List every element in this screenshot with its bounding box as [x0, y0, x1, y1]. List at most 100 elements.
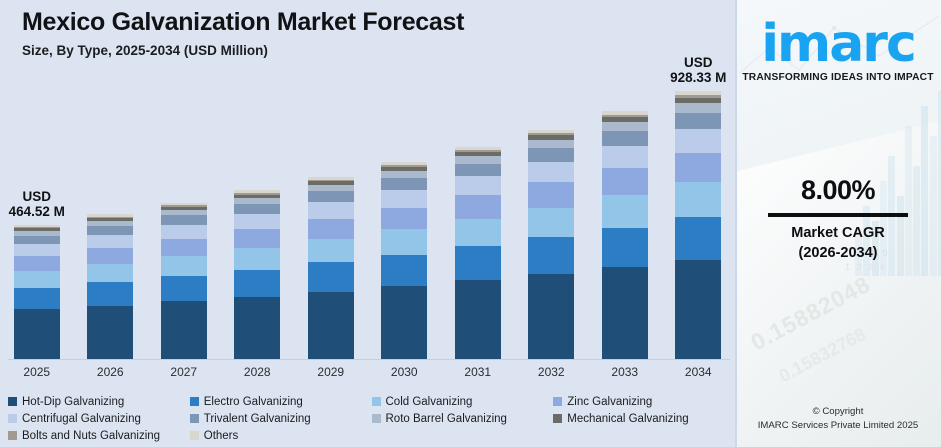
bar-segment[interactable] [160, 238, 207, 256]
bar-segment[interactable] [13, 309, 60, 359]
bar-segment[interactable] [454, 218, 501, 247]
bar-segment[interactable] [160, 205, 207, 207]
legend-item[interactable]: Hot-Dip Galvanizing [8, 393, 190, 410]
bar-segment[interactable] [13, 231, 60, 236]
bar-segment[interactable] [381, 167, 428, 172]
bar-segment[interactable] [160, 209, 207, 216]
bar-segment[interactable] [528, 132, 575, 136]
bar-segment[interactable] [381, 171, 428, 179]
stacked-bar[interactable] [234, 190, 281, 359]
bar-segment[interactable] [160, 224, 207, 239]
bar-segment[interactable] [160, 276, 207, 302]
bar-segment[interactable] [675, 91, 722, 96]
bar-segment[interactable] [454, 280, 501, 359]
bar-segment[interactable] [675, 103, 722, 113]
bar-segment[interactable] [601, 122, 648, 131]
bar-segment[interactable] [528, 182, 575, 208]
bar-segment[interactable] [601, 111, 648, 115]
stacked-bar[interactable] [454, 146, 501, 359]
bar-segment[interactable] [381, 229, 428, 255]
bar-segment[interactable] [675, 259, 722, 359]
bar-segment[interactable] [307, 176, 354, 180]
bar-segment[interactable] [675, 217, 722, 260]
bar-segment[interactable] [528, 139, 575, 148]
bar-segment[interactable] [528, 135, 575, 140]
bar-segment[interactable] [528, 237, 575, 275]
bar-segment[interactable] [87, 216, 134, 219]
bar-segment[interactable] [234, 190, 281, 193]
bar-group-2027[interactable] [147, 60, 221, 359]
bar-segment[interactable] [675, 112, 722, 129]
bar-segment[interactable] [675, 152, 722, 183]
bar-segment[interactable] [454, 149, 501, 152]
bar-segment[interactable] [601, 114, 648, 118]
bar-segment[interactable] [160, 301, 207, 359]
stacked-bar[interactable] [528, 129, 575, 359]
bar-segment[interactable] [381, 165, 428, 168]
bar-segment[interactable] [234, 247, 281, 270]
bar-segment[interactable] [675, 128, 722, 153]
bar-segment[interactable] [234, 203, 281, 214]
legend-item[interactable]: Bolts and Nuts Galvanizing [8, 427, 190, 444]
bar-segment[interactable] [454, 146, 501, 150]
bar-segment[interactable] [675, 182, 722, 218]
bar-segment[interactable] [234, 213, 281, 230]
bar-group-2029[interactable] [294, 60, 368, 359]
bar-segment[interactable] [601, 195, 648, 228]
bar-group-2031[interactable] [441, 60, 515, 359]
bar-segment[interactable] [307, 202, 354, 219]
legend-item[interactable]: Roto Barrel Galvanizing [371, 410, 554, 427]
stacked-bar[interactable] [307, 176, 354, 359]
stacked-bar[interactable] [675, 91, 722, 359]
bar-segment[interactable] [13, 243, 60, 256]
bar-segment[interactable] [601, 145, 648, 169]
bar-segment[interactable] [234, 194, 281, 198]
bar-segment[interactable] [381, 286, 428, 359]
bar-segment[interactable] [307, 181, 354, 186]
bar-segment[interactable] [87, 263, 134, 283]
bar-segment[interactable] [381, 162, 428, 166]
bar-segment[interactable] [307, 191, 354, 203]
bar-segment[interactable] [528, 161, 575, 183]
legend-item[interactable]: Others [189, 427, 372, 444]
stacked-bar[interactable] [601, 111, 648, 359]
bar-segment[interactable] [454, 151, 501, 157]
bar-segment[interactable] [87, 214, 134, 217]
bar-segment[interactable] [307, 262, 354, 292]
bar-segment[interactable] [87, 225, 134, 235]
bar-segment[interactable] [13, 270, 60, 289]
legend-item[interactable]: Electro Galvanizing [189, 393, 372, 410]
legend-item[interactable]: Cold Galvanizing [371, 393, 554, 410]
bar-segment[interactable] [13, 226, 60, 229]
bar-segment[interactable] [87, 218, 134, 221]
bar-segment[interactable] [454, 195, 501, 219]
bar-segment[interactable] [528, 147, 575, 162]
bar-group-2032[interactable] [515, 60, 589, 359]
bar-segment[interactable] [160, 215, 207, 225]
bar-segment[interactable] [307, 218, 354, 239]
bar-segment[interactable] [160, 206, 207, 210]
stacked-bar[interactable] [160, 202, 207, 359]
stacked-bar[interactable] [13, 225, 60, 359]
bar-segment[interactable] [13, 225, 60, 227]
bar-segment[interactable] [234, 197, 281, 204]
bar-segment[interactable] [87, 305, 134, 359]
bar-group-2028[interactable] [221, 60, 295, 359]
bar-segment[interactable] [307, 179, 354, 182]
bar-segment[interactable] [234, 192, 281, 195]
bar-segment[interactable] [13, 228, 60, 232]
bar-group-2034[interactable]: USD 928.33 M [662, 55, 736, 359]
stacked-bar[interactable] [87, 214, 134, 359]
stacked-bar[interactable] [381, 162, 428, 359]
bar-segment[interactable] [234, 229, 281, 248]
bar-segment[interactable] [528, 129, 575, 133]
bar-segment[interactable] [675, 95, 722, 99]
bar-segment[interactable] [454, 163, 501, 177]
bar-segment[interactable] [87, 220, 134, 226]
bar-segment[interactable] [234, 269, 281, 297]
bar-segment[interactable] [601, 117, 648, 123]
bar-group-2033[interactable] [588, 60, 662, 359]
bar-segment[interactable] [87, 247, 134, 264]
bar-group-2030[interactable] [368, 60, 442, 359]
bar-segment[interactable] [13, 288, 60, 310]
